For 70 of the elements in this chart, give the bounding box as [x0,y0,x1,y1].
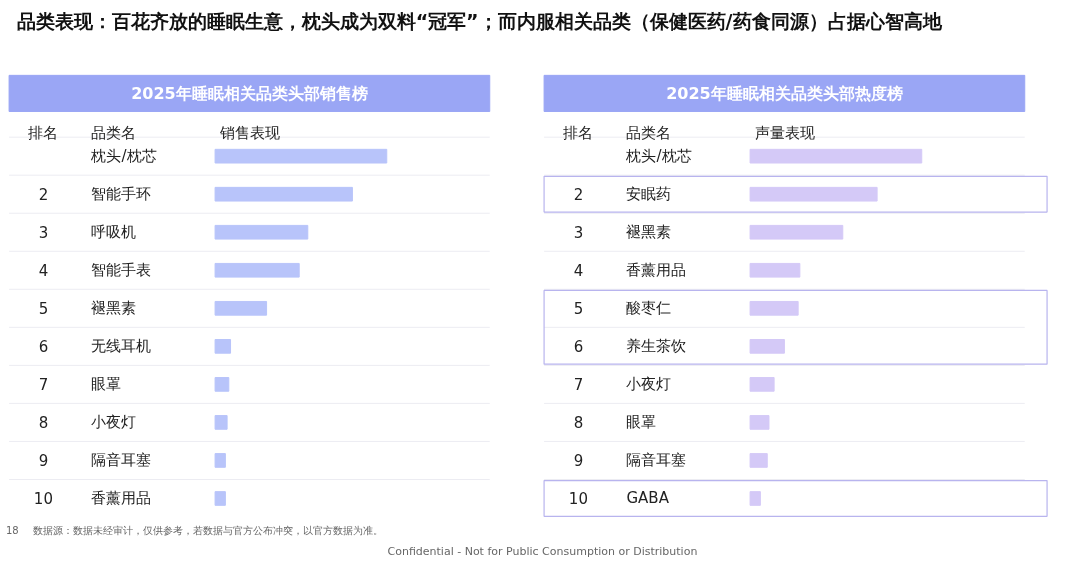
text: 3 [573,224,584,243]
text: 品类表现：百花齐放的睡眠生意，枕头成为双料“冠军”；而内服相关品类（保健医药/药食同源）占据心智高地 [16,9,943,32]
text: 10 [568,490,588,509]
y-tick-label: 褪黑素 [626,223,672,242]
y-axis-title: 品类名 [626,124,672,143]
bar [749,377,775,392]
y-tick-label: 养生茶饮 [626,337,687,356]
y-tick-label: 枕头/枕芯 [625,147,692,166]
y-tick-label: 枕头/枕芯 [90,147,157,166]
text: 5 [573,300,584,319]
y-tick-label: 无线耳机 [91,337,152,356]
y-tick-label: 隔音耳塞 [626,451,687,470]
y-tick-label: 小夜灯 [91,413,137,432]
y-tick-label: 褪黑素 [91,299,137,318]
y-tick-label: 眼罩 [626,413,657,432]
text: 排名 [28,124,59,143]
bar [749,415,770,430]
text: 10 [33,490,53,509]
text: 数据源：数据未经审计，仅供参考，若数据与官方公布冲突，以官方数据为准。 [32,524,383,536]
y-tick-label: 智能手表 [91,261,152,280]
text: 6 [573,338,584,357]
x-axis-title: 销售表现 [219,124,281,143]
bar [749,300,799,316]
bar [749,224,844,240]
text: 2 [573,186,584,205]
text: 8 [573,414,584,433]
y-tick-label: 呼吸机 [91,223,137,242]
bar [214,453,226,468]
bar [749,453,768,468]
y-tick-label: 酸枣仁 [626,299,672,318]
bar [214,262,300,278]
bar [749,491,761,506]
text: 3 [38,224,49,243]
y-tick-label: 小夜灯 [626,375,672,394]
text: 9 [573,452,584,471]
text: 8 [38,414,49,433]
y-tick-label: 隔音耳塞 [91,451,152,470]
bar [214,186,353,202]
y-axis-title: 品类名 [91,124,137,143]
bar [749,262,801,278]
y-tick-label: 安眠药 [626,185,672,204]
bar [749,186,878,202]
bar [214,148,388,164]
bar [214,339,232,354]
text: 排名 [563,124,594,143]
bar [214,491,226,506]
text: 5 [38,300,49,319]
text: 6 [38,338,49,357]
x-axis-title: 声量表现 [755,124,816,143]
y-tick-label: 智能手环 [91,185,152,204]
bar [214,377,230,392]
bar [214,224,309,240]
text: 4 [573,262,584,281]
chart-title: 2025年睡眠相关品类头部销售榜 [131,83,368,103]
chart-title: 2025年睡眠相关品类头部热度榜 [666,83,903,103]
text: 2 [38,186,49,205]
bar [214,415,228,430]
text: 18 [5,525,19,537]
y-tick-label: GABA [626,489,670,508]
text: 9 [38,452,49,471]
y-tick-label: 香薰用品 [91,489,152,508]
y-tick-label: 香薰用品 [626,261,687,280]
text: 7 [38,376,49,395]
text: 7 [573,376,584,395]
bar [214,300,268,316]
text: 4 [38,262,49,281]
bar [749,339,785,354]
bar [749,148,923,164]
text: Confidential - Not for Public Consumption or Distribution [387,544,698,558]
y-tick-label: 眼罩 [91,375,122,394]
